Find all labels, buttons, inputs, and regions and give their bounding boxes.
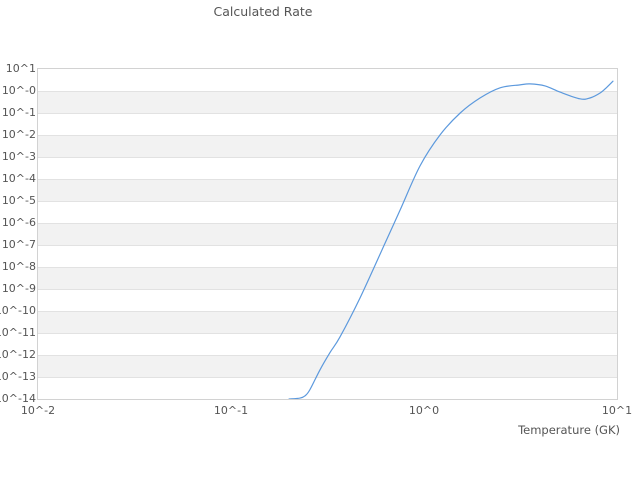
y-tick-label: 10^-14 <box>0 392 36 405</box>
plot-band <box>38 223 617 245</box>
plot-band <box>38 289 617 311</box>
x-tick-label: 10^1 <box>601 404 633 417</box>
chart-title: Calculated Rate <box>213 4 313 19</box>
plot-band <box>38 333 617 355</box>
gridline <box>38 244 617 246</box>
plot-band <box>38 135 617 157</box>
plot-band <box>38 201 617 223</box>
gridline <box>38 156 617 158</box>
gridline <box>38 90 617 92</box>
plot-band <box>38 355 617 377</box>
x-tick-label: 10^-1 <box>213 404 249 417</box>
gridline <box>38 288 617 290</box>
gridline <box>38 332 617 334</box>
y-tick-label: 10^-11 <box>0 326 36 339</box>
plot-band <box>38 91 617 113</box>
gridline <box>38 200 617 202</box>
rate-curve <box>288 80 614 399</box>
x-tick-label: 10^-2 <box>20 404 56 417</box>
plot-band <box>38 157 617 179</box>
y-tick-label: 10^-12 <box>0 348 36 361</box>
gridline <box>38 112 617 114</box>
y-tick-label: 10^-1 <box>1 106 36 119</box>
plot-band <box>38 113 617 135</box>
gridline <box>38 354 617 356</box>
gridline <box>38 376 617 378</box>
plot-band <box>38 69 617 91</box>
gridline <box>38 266 617 268</box>
y-tick-label: 10^-10 <box>0 304 36 317</box>
plot-band <box>38 179 617 201</box>
x-tick-label: 10^0 <box>408 404 440 417</box>
gridline <box>38 310 617 312</box>
plot-band <box>38 377 617 399</box>
y-tick-label: 10^-5 <box>1 194 36 207</box>
y-tick-label: 10^-9 <box>1 282 36 295</box>
rate-curve-svg <box>288 80 614 399</box>
y-tick-label: 10^-8 <box>1 260 36 273</box>
plot-area <box>37 68 618 400</box>
y-tick-label: 10^-0 <box>1 84 36 97</box>
y-tick-label: 10^-7 <box>1 238 36 251</box>
gridline <box>38 178 617 180</box>
y-tick-label: 10^-4 <box>1 172 36 185</box>
y-tick-label: 10^-13 <box>0 370 36 383</box>
plot-band <box>38 267 617 289</box>
y-tick-label: 10^-6 <box>1 216 36 229</box>
y-tick-label: 10^-3 <box>1 150 36 163</box>
x-axis-label: Temperature (GK) <box>518 423 620 437</box>
plot-band <box>38 311 617 333</box>
y-tick-label: 10^-2 <box>1 128 36 141</box>
y-tick-label: 10^1 <box>5 62 36 75</box>
gridline <box>38 134 617 136</box>
plot-band <box>38 245 617 267</box>
gridline <box>38 222 617 224</box>
